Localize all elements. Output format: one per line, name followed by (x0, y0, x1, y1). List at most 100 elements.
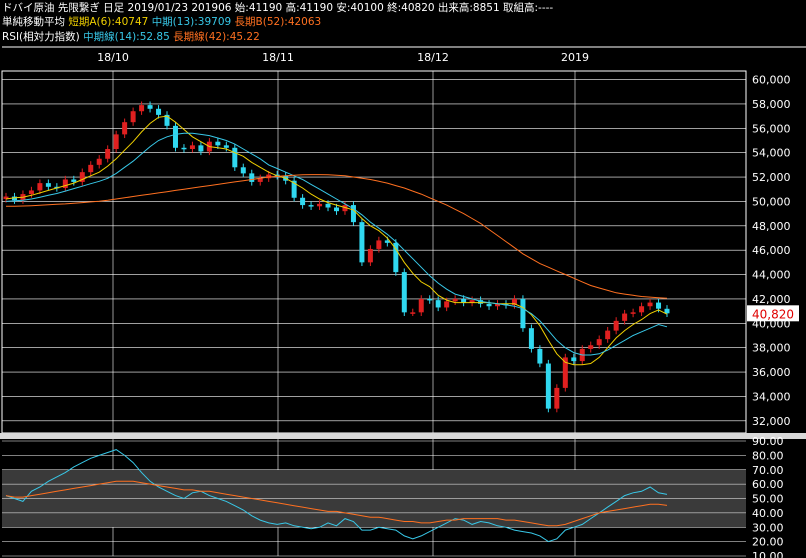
candle-body (156, 108, 162, 115)
candle-body (96, 158, 102, 165)
candle-body (401, 272, 407, 313)
y-tick-label: 58,000 (752, 98, 791, 111)
candle-body (562, 357, 568, 388)
candle-body (189, 145, 195, 150)
candle-body (588, 345, 594, 349)
candle-body (308, 205, 314, 207)
ma-short-line (5, 115, 668, 366)
candle-body (342, 205, 348, 212)
candle-body (240, 167, 246, 174)
candle-body (334, 207, 339, 212)
rsi-legend: RSI(相対力指数) 中期線(14):52.85 長期線(42):45.22 (2, 30, 260, 44)
rsi-tick-label: 10.00 (752, 550, 784, 558)
candle-body (605, 330, 611, 340)
candle-body (486, 303, 492, 307)
candle-body (613, 320, 619, 331)
candle-body (71, 179, 77, 182)
candle-body (291, 180, 297, 198)
candle-body (656, 302, 662, 309)
candle-body (249, 173, 255, 182)
candle-body (639, 306, 645, 313)
y-tick-label: 60,000 (752, 74, 791, 87)
rsi-tick-label: 50.00 (752, 493, 784, 506)
candle-body (130, 111, 136, 123)
candle-body (359, 222, 365, 263)
y-tick-label: 42,000 (752, 293, 791, 306)
candle-body (232, 147, 238, 168)
candle-body (384, 240, 390, 243)
candle-body (537, 348, 543, 364)
candle-body (410, 312, 416, 314)
candle-body (554, 387, 560, 409)
candle-body (630, 312, 636, 314)
y-tick-label: 46,000 (752, 244, 791, 257)
rsi-tick-label: 60.00 (752, 478, 784, 491)
candle-body (622, 313, 628, 321)
rsi-tick-label: 20.00 (752, 536, 784, 549)
candle-body (11, 196, 17, 201)
candle-body (164, 114, 170, 126)
candle-body (427, 298, 433, 301)
candle-body (172, 125, 178, 148)
rsi-tick-label: 90.00 (752, 435, 784, 448)
ma-mid-legend: 中期(13):39709 (151, 16, 232, 28)
candle-body (223, 145, 229, 148)
last-price-label: 40,820 (752, 307, 794, 321)
candle-body (511, 298, 517, 306)
candle-body (317, 203, 323, 207)
y-tick-label: 36,000 (752, 366, 791, 379)
candle-body (495, 303, 501, 307)
ma-mid-line (5, 132, 668, 356)
last-price-tag (747, 305, 799, 322)
candle-body (367, 248, 373, 263)
candle-body (520, 298, 526, 329)
rsi-long-line (5, 480, 668, 527)
price-panel-frame (1, 70, 747, 434)
candle-body (452, 298, 458, 302)
candle-body (88, 164, 94, 173)
candle-body (257, 178, 263, 182)
y-tick-label: 34,000 (752, 390, 791, 403)
candle-body (28, 190, 34, 195)
rsi-tick-label: 30.00 (752, 521, 784, 534)
candle-body (198, 145, 204, 152)
y-tick-label: 50,000 (752, 195, 791, 208)
y-tick-label: 44,000 (752, 269, 791, 282)
ma-long-line (6, 174, 668, 299)
candle-body (300, 197, 306, 206)
rsi-mid-legend: 中期線(14):52.85 (83, 31, 170, 43)
x-tick-label: 18/11 (262, 51, 294, 64)
ma-short-legend: 短期A(6):40747 (68, 16, 149, 28)
y-tick-label: 52,000 (752, 171, 791, 184)
candle-body (45, 183, 51, 187)
candle-body (444, 301, 450, 308)
rsi-mid-line (5, 449, 668, 543)
ma-legend: 単純移動平均 短期A(6):40747 中期(13):39709 長期B(52)… (2, 15, 321, 29)
y-tick-label: 54,000 (752, 147, 791, 160)
candle-body (79, 172, 85, 182)
candle-body (215, 141, 221, 146)
rsi-tick-label: 40.00 (752, 507, 784, 520)
candle-body (571, 357, 577, 362)
candle-body (139, 105, 145, 112)
y-tick-label: 48,000 (752, 220, 791, 233)
candle-body (393, 242, 399, 273)
x-tick-label: 18/10 (97, 51, 129, 64)
candle-body (545, 363, 551, 409)
y-tick-label: 32,000 (752, 415, 791, 428)
candle-body (266, 174, 272, 179)
rsi-long-legend: 長期線(42):45.22 (173, 31, 260, 43)
candle-body (181, 147, 187, 150)
candle-body (478, 300, 484, 304)
chart-title: ドバイ原油 先限繋ぎ 日足 2019/01/23 201906 始:41190 … (2, 1, 553, 15)
candle-body (62, 179, 68, 189)
panel-separator (0, 433, 806, 439)
candle-body (105, 149, 111, 159)
candle-body (37, 183, 43, 191)
rsi-tick-label: 70.00 (752, 464, 784, 477)
candle-body (664, 308, 670, 314)
y-tick-label: 56,000 (752, 122, 791, 135)
candle-body (350, 205, 356, 223)
x-tick-label: 18/12 (417, 51, 449, 64)
